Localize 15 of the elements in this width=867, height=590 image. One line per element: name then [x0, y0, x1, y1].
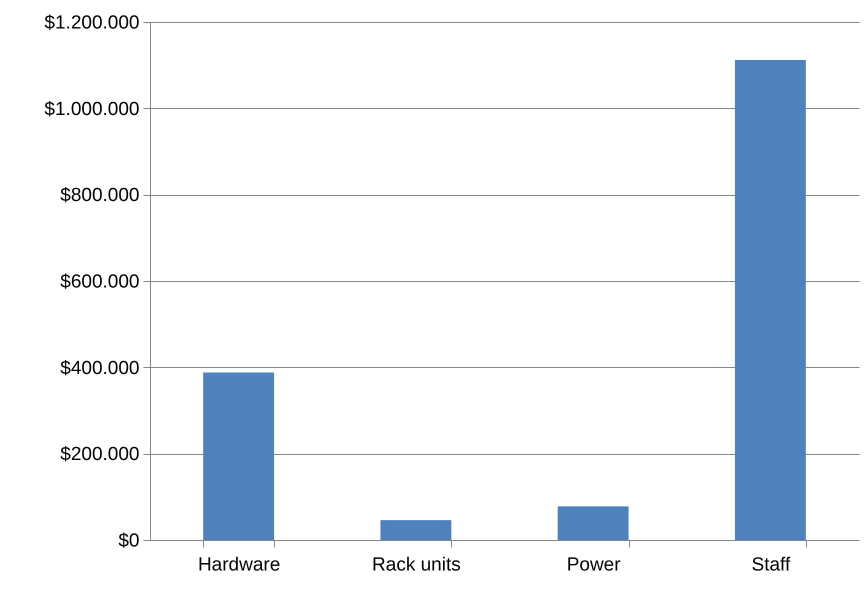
- y-tick-label: $1.000.000: [44, 98, 140, 120]
- bar: [734, 60, 806, 540]
- x-tick-label: Power: [566, 554, 622, 576]
- x-tick-label: Rack units: [372, 554, 461, 576]
- y-tick-label: $600.000: [60, 272, 140, 292]
- x-tick-label: Hardware: [198, 554, 280, 576]
- x-tick-label: Staff: [752, 554, 791, 576]
- y-tick-label: $1.200.000: [44, 12, 140, 34]
- y-tick-label: $0: [118, 530, 140, 552]
- bar: [380, 520, 452, 540]
- bar: [558, 506, 629, 540]
- y-tick-label: $200.000: [60, 444, 140, 466]
- y-tick-label: $800.000: [60, 185, 140, 206]
- bar: [203, 372, 274, 540]
- y-tick-label: $400.000: [60, 358, 140, 379]
